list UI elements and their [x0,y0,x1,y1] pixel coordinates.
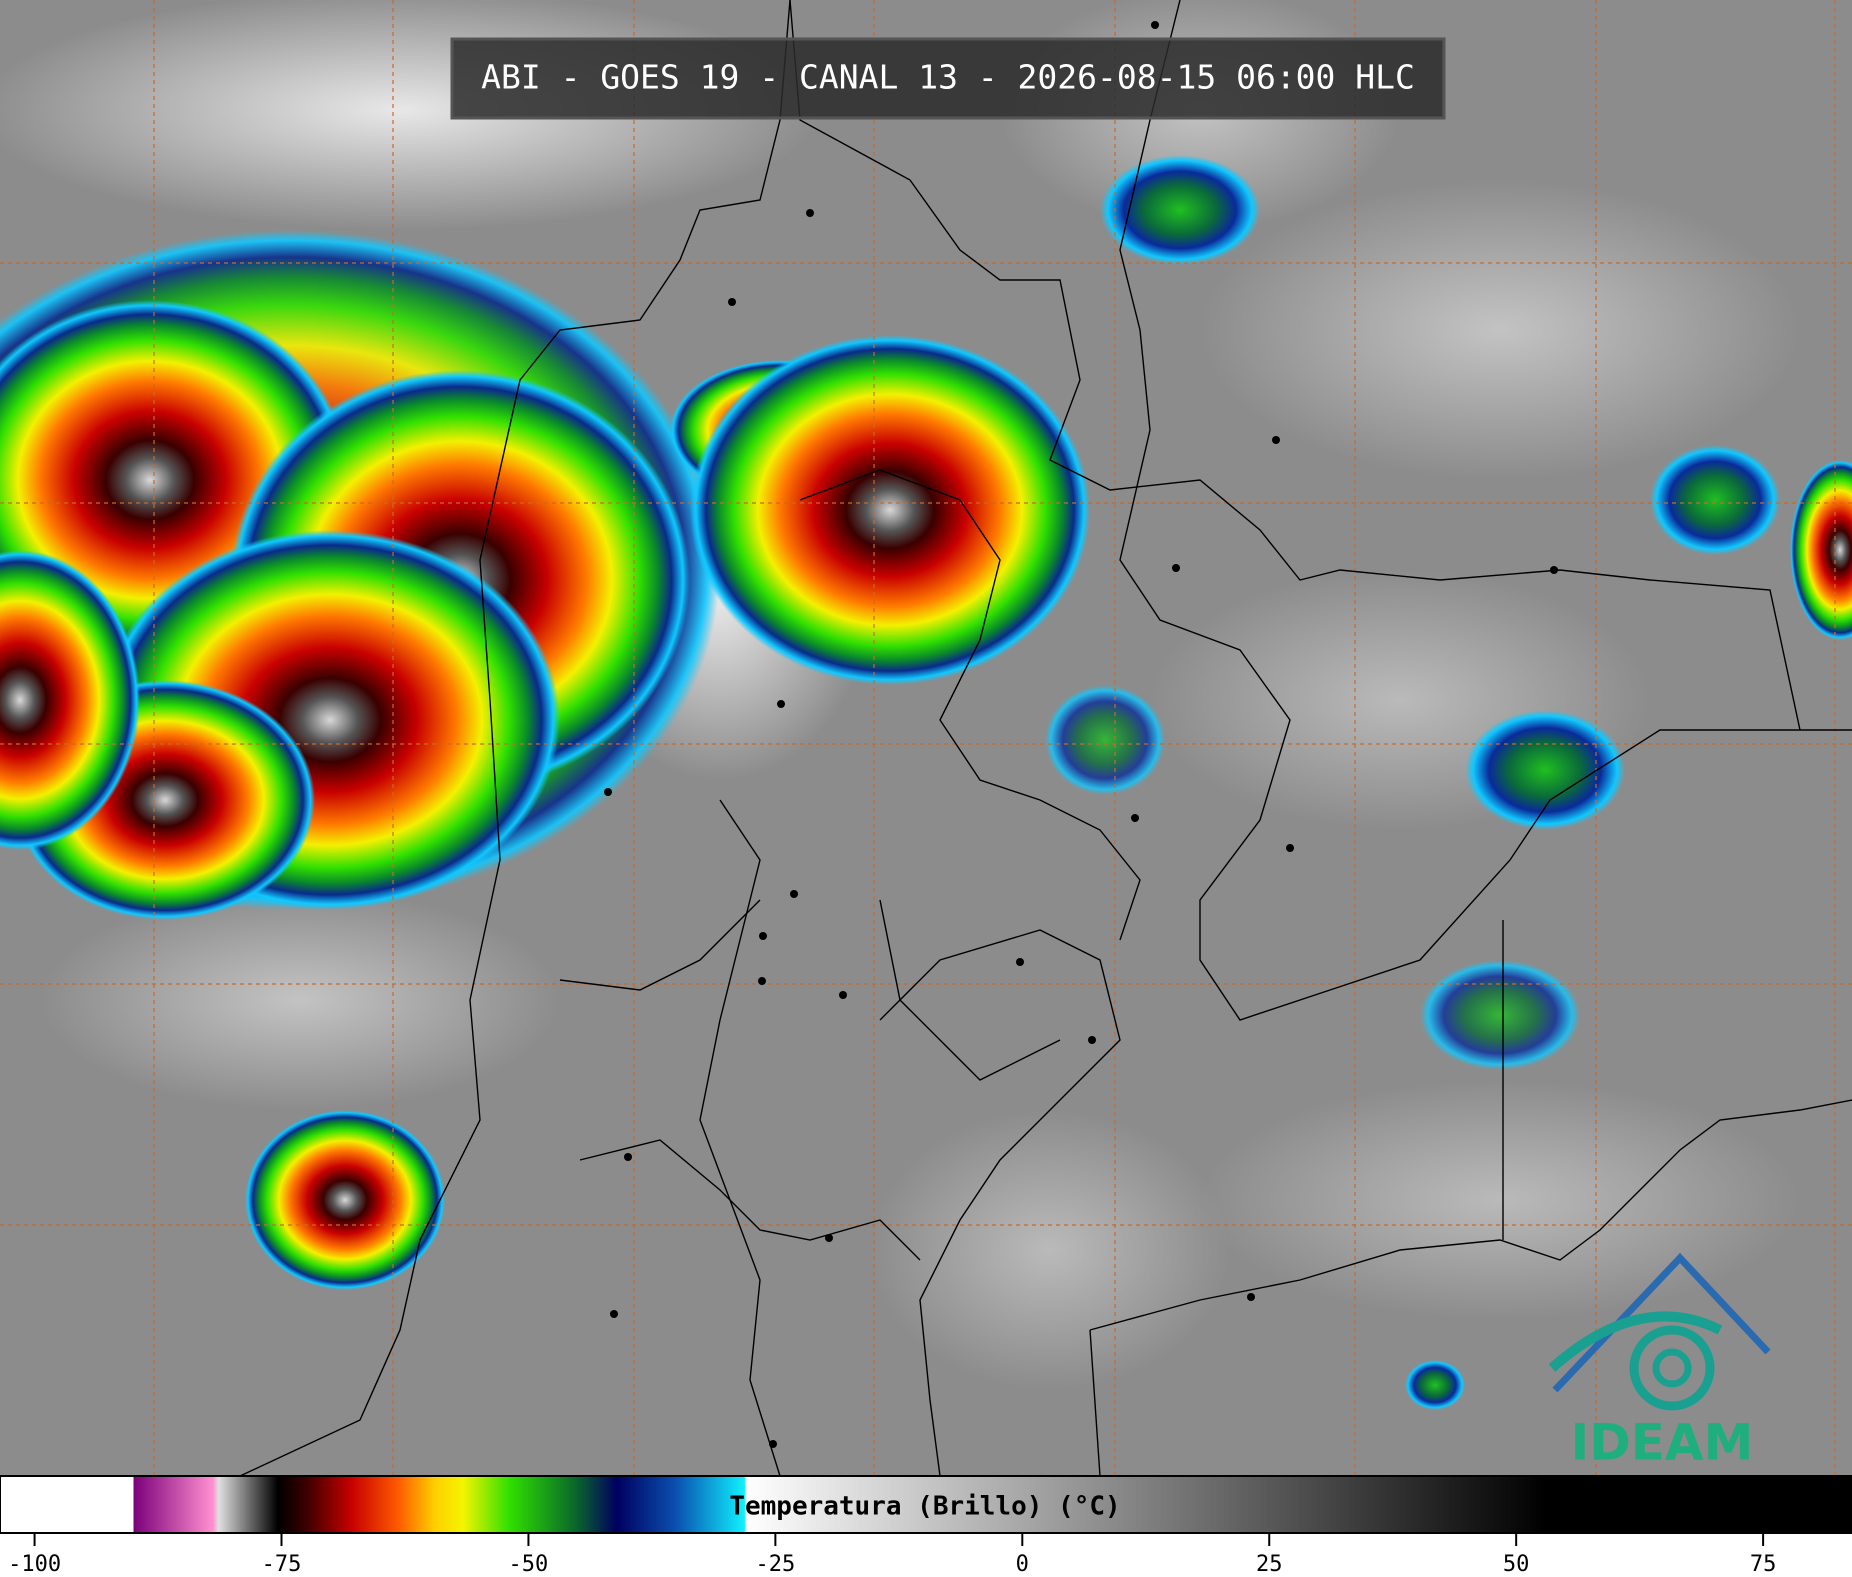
tick-label: -25 [755,1552,795,1577]
colorbar-label: Temperatura (Brillo) (°C) [729,1492,1120,1522]
logo: IDEAM [1548,1252,1771,1472]
tick-label: 25 [1256,1552,1283,1577]
tick-label: -50 [509,1552,549,1577]
tick-label: -100 [8,1552,61,1577]
tick-label: -75 [262,1552,302,1577]
colorbar [0,1475,1852,1534]
colorbar-ticks: -100 -75 -50 -25 0 25 50 75 [8,1533,1776,1577]
logo-text: IDEAM [1571,1414,1754,1472]
title: ABI - GOES 19 - CANAL 13 - 2026-08-15 06… [481,58,1415,97]
cities [604,21,1558,1448]
borders [239,0,1852,1477]
tick-label: 50 [1503,1552,1530,1577]
tick-label: 75 [1750,1552,1777,1577]
title-box [450,37,1446,120]
graticule [0,0,1852,1476]
storms [0,155,1852,1410]
tick-label: 0 [1016,1552,1029,1577]
